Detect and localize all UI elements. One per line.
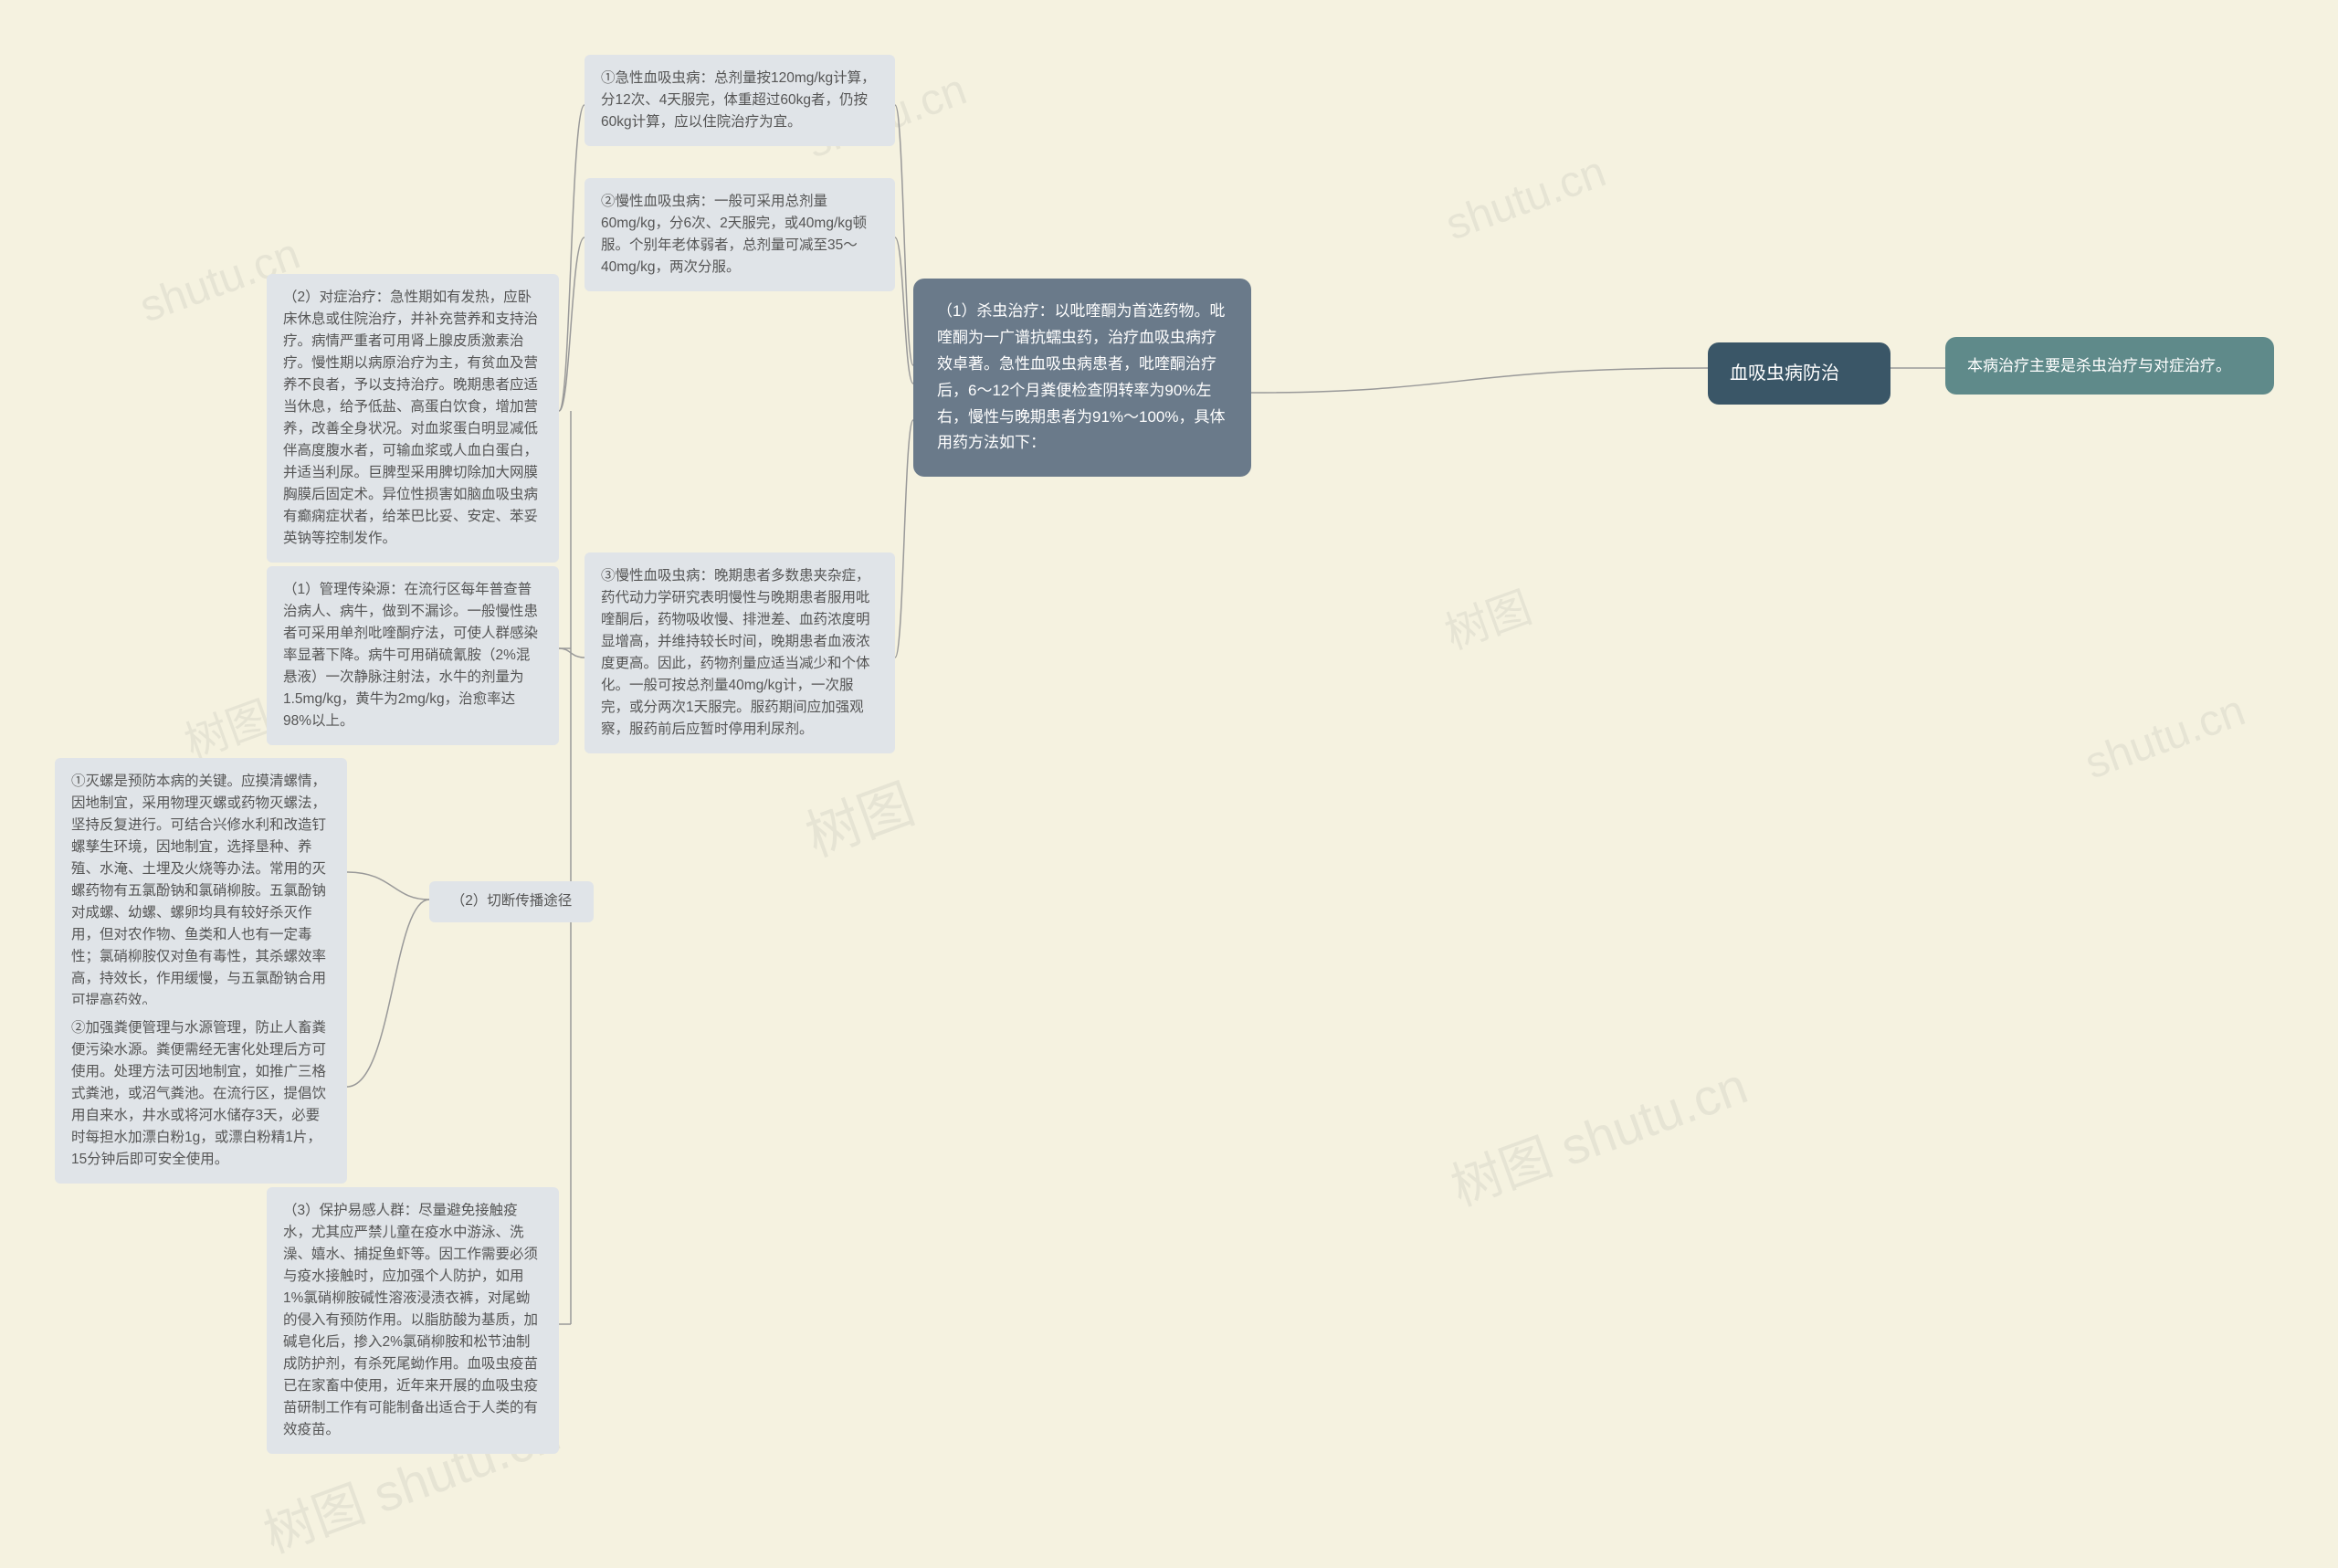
source-control-text: （1）管理传染源：在流行区每年普查普治病人、病牛，做到不漏诊。一般慢性患者可采用… (283, 582, 538, 729)
watermark: 树图 (794, 760, 924, 872)
main-label: （1）杀虫治疗：以吡喹酮为首选药物。吡喹酮为一广谱抗蠕虫药，治疗血吸虫病疗效卓著… (937, 302, 1226, 451)
transmission-1[interactable]: ①灭螺是预防本病的关键。应摸清螺情，因地制宜，采用物理灭螺或药物灭螺法，坚持反复… (55, 758, 347, 1025)
method-2[interactable]: ②慢性血吸虫病：一般可采用总剂量60mg/kg，分6次、2天服完，或40mg/k… (584, 178, 895, 291)
watermark: 树图 shutu.cn (1439, 1045, 1756, 1220)
transmission-1-text: ①灭螺是预防本病的关键。应摸清螺情，因地制宜，采用物理灭螺或药物灭螺法，坚持反复… (71, 773, 326, 1008)
watermark: 树图 (1435, 572, 1539, 662)
transmission-2[interactable]: ②加强粪便管理与水源管理，防止人畜粪便污染水源。粪便需经无害化处理后方可使用。处… (55, 1005, 347, 1184)
transmission-2-text: ②加强粪便管理与水源管理，防止人畜粪便污染水源。粪便需经无害化处理后方可使用。处… (71, 1020, 326, 1167)
watermark: shutu.cn (2079, 686, 2251, 790)
protect-node[interactable]: （3）保护易感人群：尽量避免接触疫水，尤其应严禁儿童在疫水中游泳、洗澡、嬉水、捕… (267, 1187, 559, 1454)
sub-label: 本病治疗主要是杀虫治疗与对症治疗。 (1967, 357, 2231, 374)
root-node[interactable]: 血吸虫病防治 (1708, 342, 1890, 405)
method-3[interactable]: ③慢性血吸虫病：晚期患者多数患夹杂症，药代动力学研究表明慢性与晚期患者服用吡喹酮… (584, 552, 895, 753)
sub-node[interactable]: 本病治疗主要是杀虫治疗与对症治疗。 (1945, 337, 2274, 395)
source-control-node[interactable]: （1）管理传染源：在流行区每年普查普治病人、病牛，做到不漏诊。一般慢性患者可采用… (267, 566, 559, 745)
method-1-text: ①急性血吸虫病：总剂量按120mg/kg计算，分12次、4天服完，体重超过60k… (601, 70, 876, 130)
main-node[interactable]: （1）杀虫治疗：以吡喹酮为首选药物。吡喹酮为一广谱抗蠕虫药，治疗血吸虫病疗效卓著… (913, 279, 1251, 477)
root-label: 血吸虫病防治 (1730, 363, 1839, 384)
method-1[interactable]: ①急性血吸虫病：总剂量按120mg/kg计算，分12次、4天服完，体重超过60k… (584, 55, 895, 146)
symptomatic-text: （2）对症治疗：急性期如有发热，应卧床休息或住院治疗，并补充营养和支持治疗。病情… (283, 289, 538, 546)
method-2-text: ②慢性血吸虫病：一般可采用总剂量60mg/kg，分6次、2天服完，或40mg/k… (601, 194, 867, 275)
watermark: shutu.cn (1439, 147, 1612, 251)
protect-text: （3）保护易感人群：尽量避免接触疫水，尤其应严禁儿童在疫水中游泳、洗澡、嬉水、捕… (283, 1203, 538, 1437)
method-3-text: ③慢性血吸虫病：晚期患者多数患夹杂症，药代动力学研究表明慢性与晚期患者服用吡喹酮… (601, 568, 870, 737)
transmission-node[interactable]: （2）切断传播途径 (429, 881, 594, 922)
symptomatic-node[interactable]: （2）对症治疗：急性期如有发热，应卧床休息或住院治疗，并补充营养和支持治疗。病情… (267, 274, 559, 563)
transmission-label: （2）切断传播途径 (451, 893, 573, 909)
